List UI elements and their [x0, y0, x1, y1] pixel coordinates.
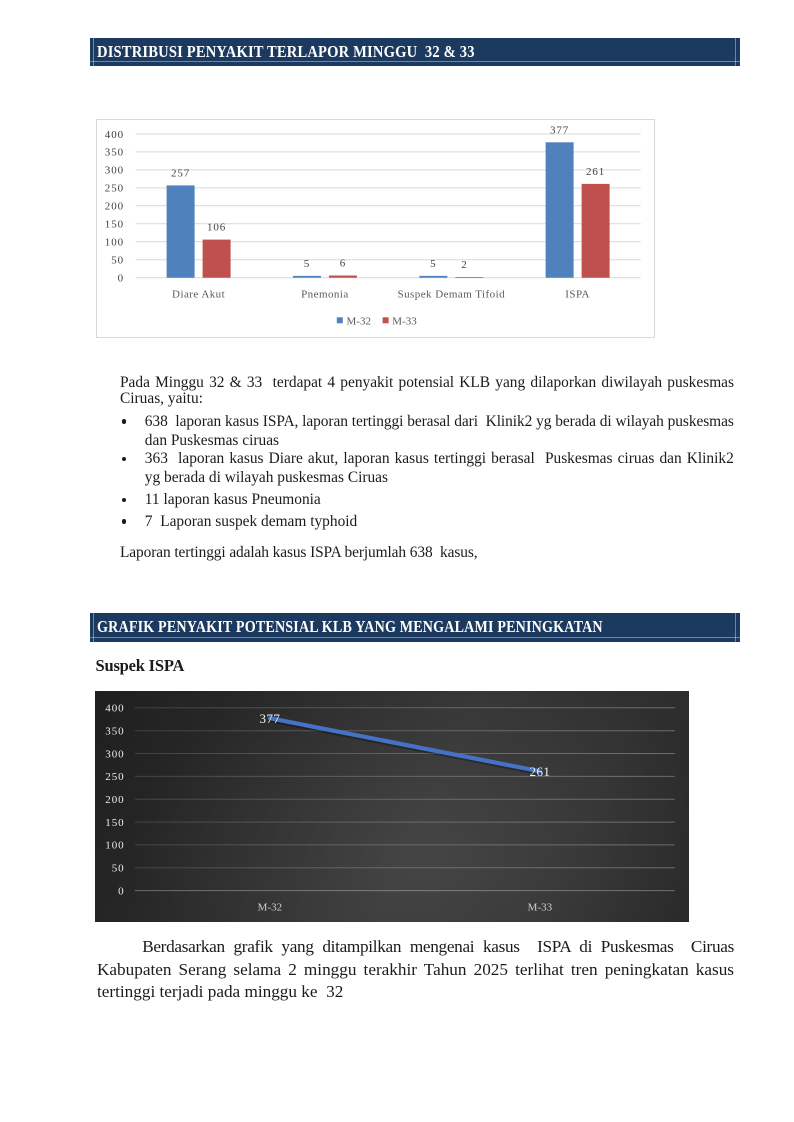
svg-text:261: 261 [530, 764, 551, 779]
svg-text:300: 300 [105, 165, 124, 177]
svg-text:50: 50 [111, 255, 124, 267]
svg-text:M-33: M-33 [392, 315, 417, 327]
svg-text:0: 0 [118, 885, 124, 897]
svg-text:200: 200 [105, 794, 124, 806]
svg-text:257: 257 [171, 167, 190, 179]
svg-text:5: 5 [304, 258, 310, 270]
svg-text:377: 377 [550, 124, 569, 136]
svg-text:M-33: M-33 [528, 901, 553, 913]
svg-text:261: 261 [586, 166, 605, 178]
svg-text:250: 250 [105, 771, 124, 783]
svg-text:6: 6 [340, 258, 346, 270]
svg-text:150: 150 [105, 817, 124, 829]
svg-text:400: 400 [105, 703, 124, 715]
svg-text:Suspek Demam Tifoid: Suspek Demam Tifoid [398, 288, 506, 300]
svg-text:100: 100 [105, 840, 124, 852]
svg-text:ISPA: ISPA [565, 288, 590, 300]
svg-text:300: 300 [105, 748, 124, 760]
svg-text:350: 350 [105, 147, 124, 159]
svg-text:2: 2 [461, 259, 467, 271]
svg-text:350: 350 [105, 726, 124, 738]
svg-text:M-32: M-32 [258, 901, 282, 913]
svg-text:Diare Akut: Diare Akut [172, 288, 225, 300]
svg-text:250: 250 [105, 183, 124, 195]
svg-text:106: 106 [207, 222, 226, 234]
svg-text:5: 5 [430, 258, 436, 270]
svg-text:150: 150 [105, 219, 124, 231]
svg-text:Pnemonia: Pnemonia [301, 288, 349, 300]
svg-text:0: 0 [118, 273, 124, 285]
svg-text:377: 377 [260, 711, 281, 726]
svg-text:M-32: M-32 [347, 315, 371, 327]
svg-text:200: 200 [105, 201, 124, 213]
svg-text:50: 50 [112, 863, 125, 875]
svg-text:400: 400 [105, 129, 124, 141]
svg-text:100: 100 [105, 237, 124, 249]
